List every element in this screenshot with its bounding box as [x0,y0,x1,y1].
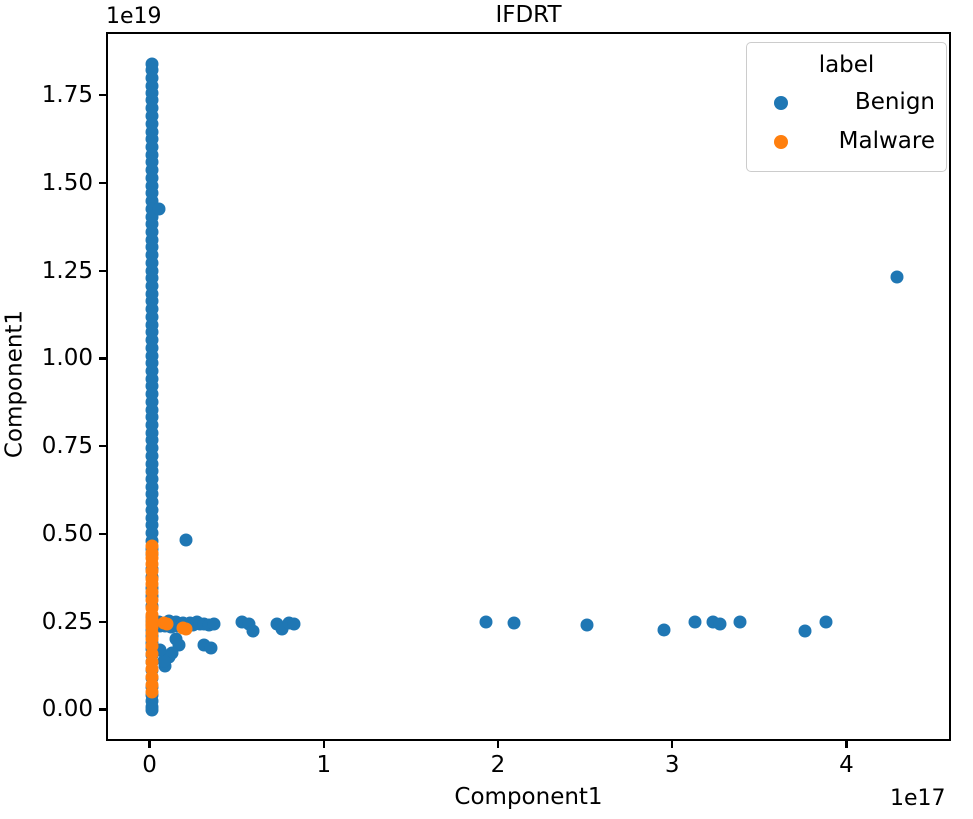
y-tick-mark [99,532,106,535]
y-tick-label: 0.75 [41,433,93,460]
data-point-benign [733,615,747,629]
y-tick-label: 0.25 [41,608,93,635]
x-tick-label: 3 [664,752,680,778]
legend-label-benign: Benign [854,89,935,115]
x-tick-mark [148,741,151,748]
x-tick-label: 2 [490,752,506,778]
y-tick-label: 0.00 [41,696,93,723]
y-tick-label: 1.50 [41,169,93,196]
data-points-layer [108,34,949,739]
data-point-benign [507,616,521,630]
y-tick-mark [99,269,106,272]
data-point-malware [179,622,193,636]
data-point-benign [145,703,159,717]
y-axis-ticks: 0.00 0.25 0.50 0.75 1.00 1.25 1.50 1.75 [0,32,106,741]
y-tick-label: 1.00 [41,345,93,372]
y-axis-offset-label: 1e19 [106,4,162,29]
x-tick-mark [322,741,325,748]
legend-entry-malware[interactable]: Malware [758,122,935,161]
data-point-benign [179,533,193,547]
data-point-benign [287,617,301,631]
y-tick-mark [99,445,106,448]
y-tick-mark [99,357,106,360]
legend: label Benign Malware [746,42,947,172]
y-tick-mark [99,620,106,623]
data-point-benign [688,615,702,629]
data-point-benign [890,270,904,284]
x-tick-mark [671,741,674,748]
x-tick-label: 4 [839,752,854,778]
x-axis-offset-label: 1e17 [890,786,946,811]
data-point-benign [657,623,671,637]
legend-title: label [818,52,875,78]
data-point-malware [160,617,174,631]
data-point-benign [204,641,218,655]
data-point-benign [207,617,221,631]
x-tick-label: 1 [316,752,332,778]
data-point-benign [479,615,493,629]
x-tick-mark [496,741,500,748]
data-point-malware [145,685,159,699]
legend-marker-benign [758,95,804,110]
x-tick-mark [845,741,848,748]
y-tick-mark [99,708,106,711]
legend-label-malware: Malware [838,128,935,154]
y-tick-label: 1.75 [41,82,93,109]
legend-entry-benign[interactable]: Benign [758,83,935,122]
page-title: IFDRT [495,2,562,28]
x-axis-ticks: 0 1 2 3 4 [106,741,951,801]
y-tick-mark [99,94,106,97]
data-point-benign [819,615,833,629]
data-point-benign [157,654,171,668]
plot-area [106,32,951,741]
data-point-benign [580,618,594,632]
data-point-benign [713,617,727,631]
legend-marker-malware [758,134,804,149]
data-point-benign [246,624,260,638]
y-tick-label: 1.25 [41,257,93,284]
x-axis-label: Component1 [454,784,603,810]
data-point-benign [152,202,166,216]
x-tick-label: 0 [142,752,157,778]
y-axis-label: Component1 [1,309,28,459]
y-tick-mark [99,181,106,185]
data-point-benign [798,624,812,638]
y-tick-label: 0.50 [41,520,93,547]
